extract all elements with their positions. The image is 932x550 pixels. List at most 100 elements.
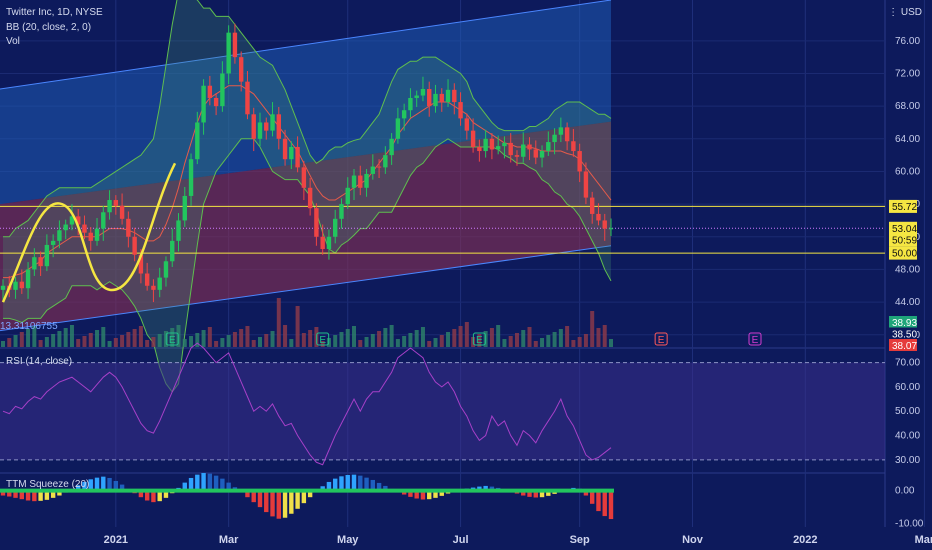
ttm-bar: [213, 475, 219, 491]
ttm-bar: [195, 474, 200, 491]
candle: [495, 146, 501, 150]
candle: [608, 228, 614, 230]
candle: [345, 187, 350, 205]
candle: [602, 220, 607, 229]
candle: [376, 166, 382, 168]
ttm-bar: [333, 478, 338, 491]
candle: [213, 97, 219, 107]
candle: [433, 93, 438, 107]
ttm-bar: [13, 490, 18, 498]
ttm-bar: [289, 490, 294, 514]
candle: [445, 89, 451, 103]
candle: [364, 173, 369, 188]
ttm-bar: [7, 490, 12, 497]
candle: [63, 224, 68, 231]
volume-bar: [126, 332, 131, 347]
volume-bar: [558, 329, 563, 347]
ttm-bar: [414, 490, 419, 499]
cycle-curve-drawing: [1, 162, 177, 303]
ttm-bar: [138, 490, 144, 498]
channel-upper-line: [0, 0, 612, 90]
volume-bar: [508, 336, 513, 347]
candle: [596, 213, 601, 221]
candle: [207, 85, 213, 98]
price-tag-label: 53.04: [892, 224, 917, 235]
candle: [132, 236, 137, 255]
candle: [144, 273, 150, 286]
candle: [138, 254, 144, 274]
candle: [25, 269, 31, 289]
volume-indicator-label[interactable]: Vol: [6, 36, 20, 47]
volume-bar: [207, 327, 212, 347]
candle: [408, 97, 413, 111]
volume-bar: [38, 340, 43, 347]
candle: [238, 57, 244, 82]
ttm-bar: [596, 490, 601, 512]
earnings-marker: [165, 332, 179, 346]
ttm-bar: [19, 490, 25, 500]
volume-bar: [138, 326, 143, 347]
ttm-bar: [270, 490, 275, 517]
candle: [333, 218, 338, 237]
ttm-bar: [276, 490, 281, 519]
candle: [358, 175, 363, 188]
price-tag: [889, 221, 917, 235]
volume-bar: [446, 332, 451, 347]
volume-bar: [339, 332, 344, 347]
volume-bar: [383, 328, 388, 347]
ttm-bar: [339, 476, 344, 491]
volume-bar: [232, 332, 237, 347]
volume-bar: [414, 330, 419, 347]
ttm-bar: [113, 480, 119, 491]
volume-bar: [132, 329, 137, 347]
candle: [577, 151, 582, 172]
candle: [295, 146, 300, 168]
ttm-bar: [119, 484, 125, 491]
candle: [395, 118, 401, 139]
bb-indicator-label[interactable]: BB (20, close, 2, 0): [6, 22, 92, 33]
volume-bar: [82, 336, 87, 347]
price-tag-label: 50:59: [892, 236, 917, 247]
candle: [339, 204, 344, 219]
volume-bar: [377, 331, 382, 347]
candle: [289, 146, 294, 160]
rsi-pane-title[interactable]: RSI (14, close): [6, 356, 73, 367]
volume-bar: [358, 340, 363, 347]
candle: [558, 127, 564, 135]
price-tick-label: 72.00: [895, 68, 920, 79]
candle: [502, 142, 507, 147]
menu-icon[interactable]: ⋮: [888, 7, 899, 18]
volume-bar: [257, 337, 262, 347]
volume-bar: [270, 331, 275, 347]
ttm-bar: [521, 490, 526, 496]
ttm-bar: [25, 490, 31, 501]
candle: [439, 93, 444, 103]
ttm-pane-title[interactable]: TTM Squeeze (20): [6, 479, 90, 490]
ttm-bar: [546, 490, 551, 496]
candle: [389, 138, 394, 156]
price-tag-label: 55.72: [892, 202, 917, 213]
candle: [470, 130, 476, 147]
ttm-bar: [433, 490, 438, 498]
volume-bar: [395, 339, 400, 347]
ttm-bar: [364, 477, 369, 491]
candle: [307, 187, 313, 209]
ttm-bar: [201, 473, 206, 491]
rsi-tick-label: 30.00: [895, 455, 920, 466]
volume-bar: [370, 334, 375, 347]
ttm-bar: [38, 490, 43, 501]
candle: [514, 155, 520, 157]
channel-lower-line: [0, 245, 612, 332]
candle: [370, 166, 376, 174]
volume-tag-label: 38.07: [892, 341, 917, 352]
candle: [19, 281, 25, 289]
time-axis: [0, 527, 932, 550]
volume-bar: [433, 338, 438, 347]
candle: [589, 197, 595, 214]
volume-bar: [320, 341, 325, 347]
volume-bar: [496, 325, 501, 347]
volume-bar: [26, 329, 31, 347]
volume-bar: [182, 339, 187, 347]
volume-bar: [477, 334, 482, 347]
